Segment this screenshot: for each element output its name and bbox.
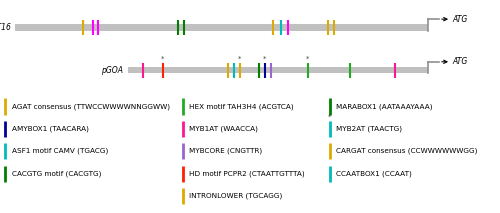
Text: MYB2AT (TAACTG): MYB2AT (TAACTG) (336, 126, 402, 132)
Text: HEX motif TAH3H4 (ACGTCA): HEX motif TAH3H4 (ACGTCA) (189, 103, 294, 110)
Text: *: * (161, 56, 164, 62)
Text: ASF1 motif CAMV (TGACG): ASF1 motif CAMV (TGACG) (12, 148, 108, 154)
Text: MYB1AT (WAACCA): MYB1AT (WAACCA) (189, 126, 258, 132)
Text: MYBCORE (CNGTTR): MYBCORE (CNGTTR) (189, 148, 262, 154)
Text: AGAT consensus (TTWCCWWWWNNGGWW): AGAT consensus (TTWCCWWWWNNGGWW) (12, 103, 170, 110)
Text: pGOA: pGOA (102, 66, 124, 75)
Text: MARABOX1 (AATAAAYAAA): MARABOX1 (AATAAAYAAA) (336, 103, 433, 110)
Bar (15, 24, 428, 31)
Text: AMYBOX1 (TAACARA): AMYBOX1 (TAACARA) (12, 126, 88, 132)
Text: CCAATBOX1 (CCAAT): CCAATBOX1 (CCAAT) (336, 170, 412, 177)
Text: *: * (264, 56, 266, 62)
Text: CARGAT consensus (CCWWWWWWGG): CARGAT consensus (CCWWWWWWGG) (336, 148, 478, 154)
Text: *: * (238, 56, 242, 62)
Text: CACGTG motif (CACGTG): CACGTG motif (CACGTG) (12, 170, 101, 177)
Text: *: * (328, 114, 332, 120)
Text: pTT16: pTT16 (0, 23, 11, 32)
Text: ATG: ATG (452, 15, 468, 24)
Text: INTRONLOWER (TGCAGG): INTRONLOWER (TGCAGG) (189, 193, 282, 199)
Text: ATG: ATG (452, 57, 468, 66)
Bar (128, 67, 428, 73)
Text: HD motif PCPR2 (CTAATTGTTTA): HD motif PCPR2 (CTAATTGTTTA) (189, 170, 304, 177)
Text: *: * (306, 56, 309, 62)
